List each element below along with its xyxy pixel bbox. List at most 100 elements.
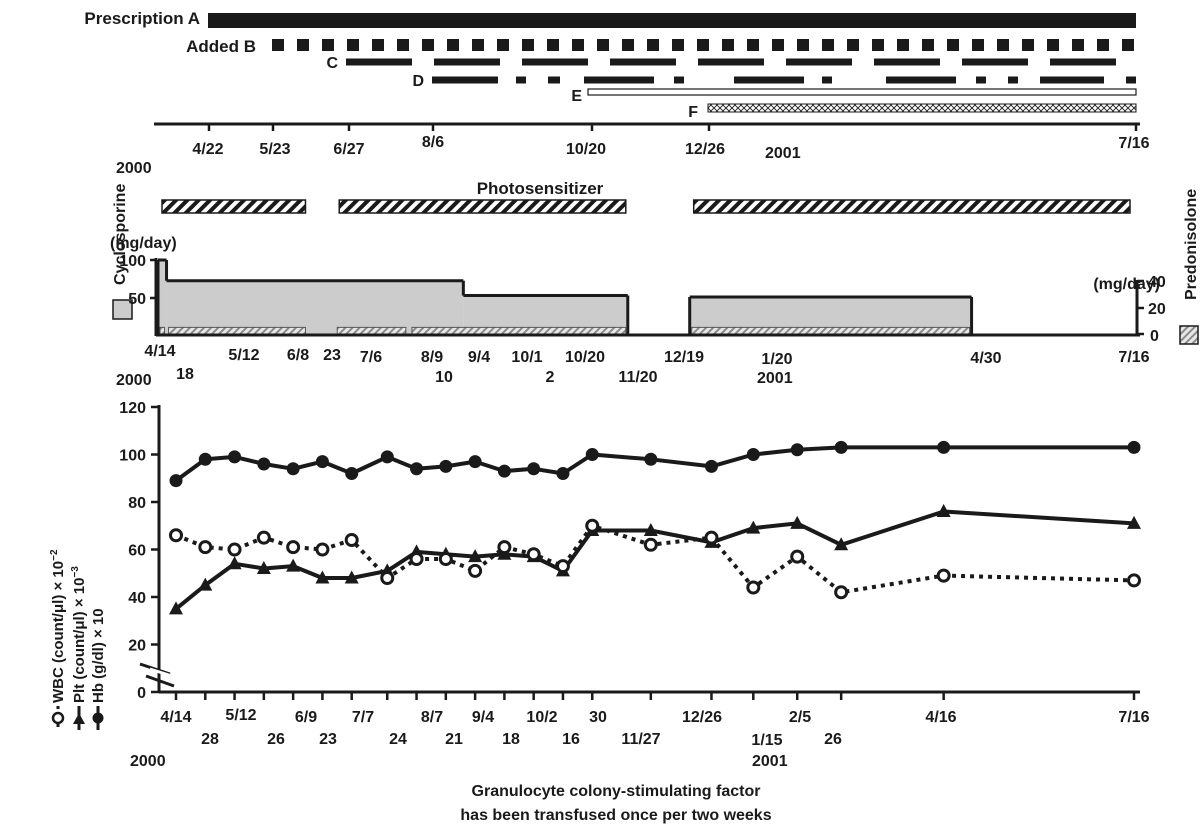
dosage-left-tick-label: 100 <box>119 253 146 270</box>
x-tick-label: 5/12 <box>225 707 256 724</box>
point-plt <box>834 537 849 551</box>
point-wbc <box>1127 573 1141 588</box>
dosage-date-label: 11/20 <box>618 369 657 386</box>
bar-label-c: C <box>326 55 338 72</box>
y-ticks: 0 20 40 60 80 100 120 <box>119 400 159 702</box>
point-wbc <box>409 552 424 566</box>
x-tick-label: 18 <box>502 731 520 748</box>
point-wbc <box>344 533 359 547</box>
dosage-lower-date-labels: 18 10 2 11/20 <box>176 366 658 386</box>
point-wbc <box>286 540 301 555</box>
photosensitizer-bar <box>161 199 307 214</box>
dosage-date-label: 7/6 <box>360 349 382 366</box>
x-labels-lower: 28 26 23 24 21 18 16 11/27 1/15 26 <box>201 731 842 749</box>
y-tick-label: 20 <box>128 638 146 655</box>
dosage-left-ticks <box>150 258 156 300</box>
y-tick-label: 0 <box>137 685 146 702</box>
footnote-line-1: Granulocyte colony-stimulating factor <box>472 783 761 800</box>
legend-wbc-label: WBC (count/μl) × 10−2 <box>49 549 67 703</box>
point-hb <box>380 450 394 464</box>
legend-wbc-symbol <box>51 706 65 730</box>
point-hb <box>315 455 329 469</box>
x-labels-upper: 4/14 5/12 6/9 7/7 8/7 9/4 10/2 30 12/26 … <box>160 707 1149 726</box>
x-tick-label: 28 <box>201 731 219 748</box>
point-wbc <box>497 540 512 555</box>
x-tick-label: 10/2 <box>526 709 557 726</box>
timeline-date-label: 7/16 <box>1118 135 1149 152</box>
point-plt <box>790 515 805 529</box>
timeline-bars: Prescription A Added B C D E <box>84 9 1137 121</box>
point-hb <box>169 474 183 488</box>
timeline-date-label: 6/27 <box>333 141 364 158</box>
point-wbc <box>198 540 213 555</box>
dosage-date-label: 18 <box>176 366 194 383</box>
bar-e <box>587 88 1137 96</box>
x-tick-label: 16 <box>562 731 580 748</box>
dosage-date-label: 4/30 <box>970 350 1001 367</box>
bottom-year-2001: 2001 <box>752 753 788 770</box>
point-wbc <box>380 571 395 585</box>
point-hb <box>228 450 242 464</box>
point-wbc <box>643 537 658 552</box>
x-tick-label: 26 <box>824 731 842 748</box>
x-tick-label: 23 <box>319 731 337 748</box>
point-hb <box>497 464 511 478</box>
point-wbc <box>790 549 805 564</box>
photosensitizer-bars <box>161 199 1131 214</box>
series-markers <box>169 440 1141 615</box>
point-wbc <box>834 585 849 600</box>
footnote-line-2: has been transfused once per two weeks <box>460 807 771 824</box>
x-tick-label: 21 <box>445 731 463 748</box>
point-hb <box>468 455 482 469</box>
bar-label-e: E <box>571 88 582 105</box>
footnote: Granulocyte colony-stimulating factor ha… <box>460 783 771 824</box>
point-hb <box>257 457 271 471</box>
point-hb <box>585 448 599 461</box>
dosage-right-tick-label: 20 <box>1148 301 1166 318</box>
point-wbc <box>227 542 242 557</box>
point-wbc <box>746 580 761 595</box>
bar-prescription-a <box>208 13 1136 28</box>
cyclosporine-legend-swatch <box>112 299 133 320</box>
point-wbc <box>585 518 600 533</box>
legend-plt-label: Plt (count/μl) × 10−3 <box>70 566 88 703</box>
dosage-date-label: 12/19 <box>664 349 704 366</box>
dosage-date-label: 10 <box>435 369 453 386</box>
dosage-date-label: 5/12 <box>228 347 259 364</box>
point-hb <box>644 452 658 466</box>
point-hb <box>410 462 424 476</box>
x-tick-label: 6/9 <box>295 709 317 726</box>
predonisolone-label: Predonisolone <box>1183 189 1200 300</box>
bar-label-prescription-a: Prescription A <box>84 9 200 28</box>
legend-wbc-exponent: −2 <box>49 549 60 561</box>
point-wbc <box>526 547 541 562</box>
series-line-wbc <box>175 523 1135 595</box>
x-ticks <box>174 692 1136 700</box>
point-plt <box>344 570 359 584</box>
cyclosporine-label: Cyclosporine <box>112 184 129 285</box>
point-plt <box>286 558 301 572</box>
legend-plt-text: Plt (count/μl) × 10 <box>71 578 88 703</box>
point-hb <box>345 467 359 480</box>
x-tick-label: 12/26 <box>682 709 722 726</box>
point-hb <box>439 459 453 473</box>
point-hb <box>286 462 300 476</box>
dosage-date-label: 2 <box>546 369 555 386</box>
dosage-date-label: 23 <box>323 347 341 364</box>
point-hb <box>1127 440 1141 454</box>
timeline-date-label: 5/23 <box>259 141 290 158</box>
cyclosporine-area <box>158 260 167 334</box>
timeline-year-2001: 2001 <box>765 145 801 162</box>
x-tick-label: 7/7 <box>352 709 374 726</box>
predonisolone-area <box>691 326 971 335</box>
timeline-date-label: 8/6 <box>422 134 444 151</box>
photosensitizer-bar <box>338 199 627 214</box>
point-hb <box>937 440 951 454</box>
y-tick-label: 60 <box>128 543 146 560</box>
point-plt <box>936 504 951 517</box>
dosage-date-label: 8/9 <box>421 349 443 366</box>
predonisolone-area <box>159 326 166 335</box>
predonisolone-legend-swatch <box>1179 325 1199 345</box>
x-tick-label: 26 <box>267 731 285 748</box>
